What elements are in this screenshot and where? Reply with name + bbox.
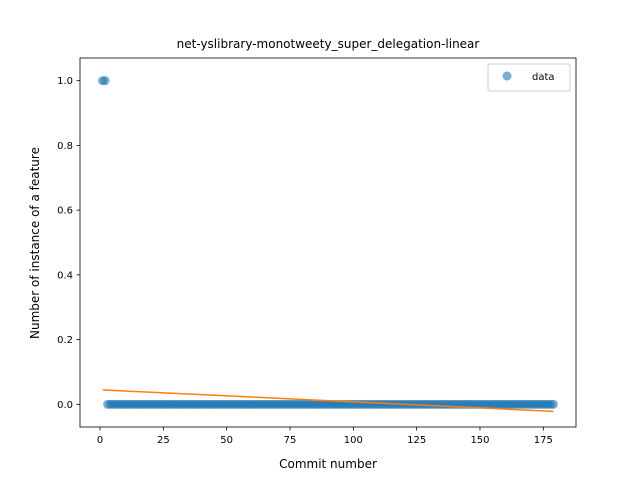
legend-label-data: data	[532, 72, 555, 83]
y-tick-label: 0.2	[57, 335, 73, 346]
plot-area	[79, 57, 577, 428]
data-point	[100, 76, 110, 86]
y-tick-label: 0.4	[57, 270, 73, 281]
x-tick-label: 175	[534, 435, 553, 446]
y-axis: 0.0 0.2 0.4 0.6 0.8 1.0	[57, 76, 80, 411]
y-tick-label: 0.0	[57, 400, 73, 411]
x-tick-label: 125	[407, 435, 426, 446]
data-point	[548, 399, 558, 409]
legend-marker-data	[502, 71, 512, 81]
x-tick-label: 50	[220, 435, 233, 446]
legend: data	[487, 63, 571, 92]
y-tick-label: 0.8	[57, 141, 73, 152]
y-axis-label: Number of instance of a feature	[28, 147, 42, 339]
plot-frame	[79, 57, 577, 428]
x-axis-label: Commit number	[279, 457, 377, 471]
y-tick-label: 0.6	[57, 206, 73, 217]
x-tick-label: 0	[97, 435, 103, 446]
fit-line	[102, 389, 554, 413]
x-axis: 0 25 50 75 100 125 150 175	[97, 427, 553, 446]
x-tick-label: 25	[157, 435, 170, 446]
x-tick-label: 150	[470, 435, 489, 446]
chart-title: net-yslibrary-monotweety_super_delegatio…	[177, 37, 480, 51]
x-tick-label: 75	[284, 435, 297, 446]
legend-box	[487, 63, 571, 92]
y-tick-label: 1.0	[57, 76, 73, 87]
x-tick-label: 100	[344, 435, 363, 446]
